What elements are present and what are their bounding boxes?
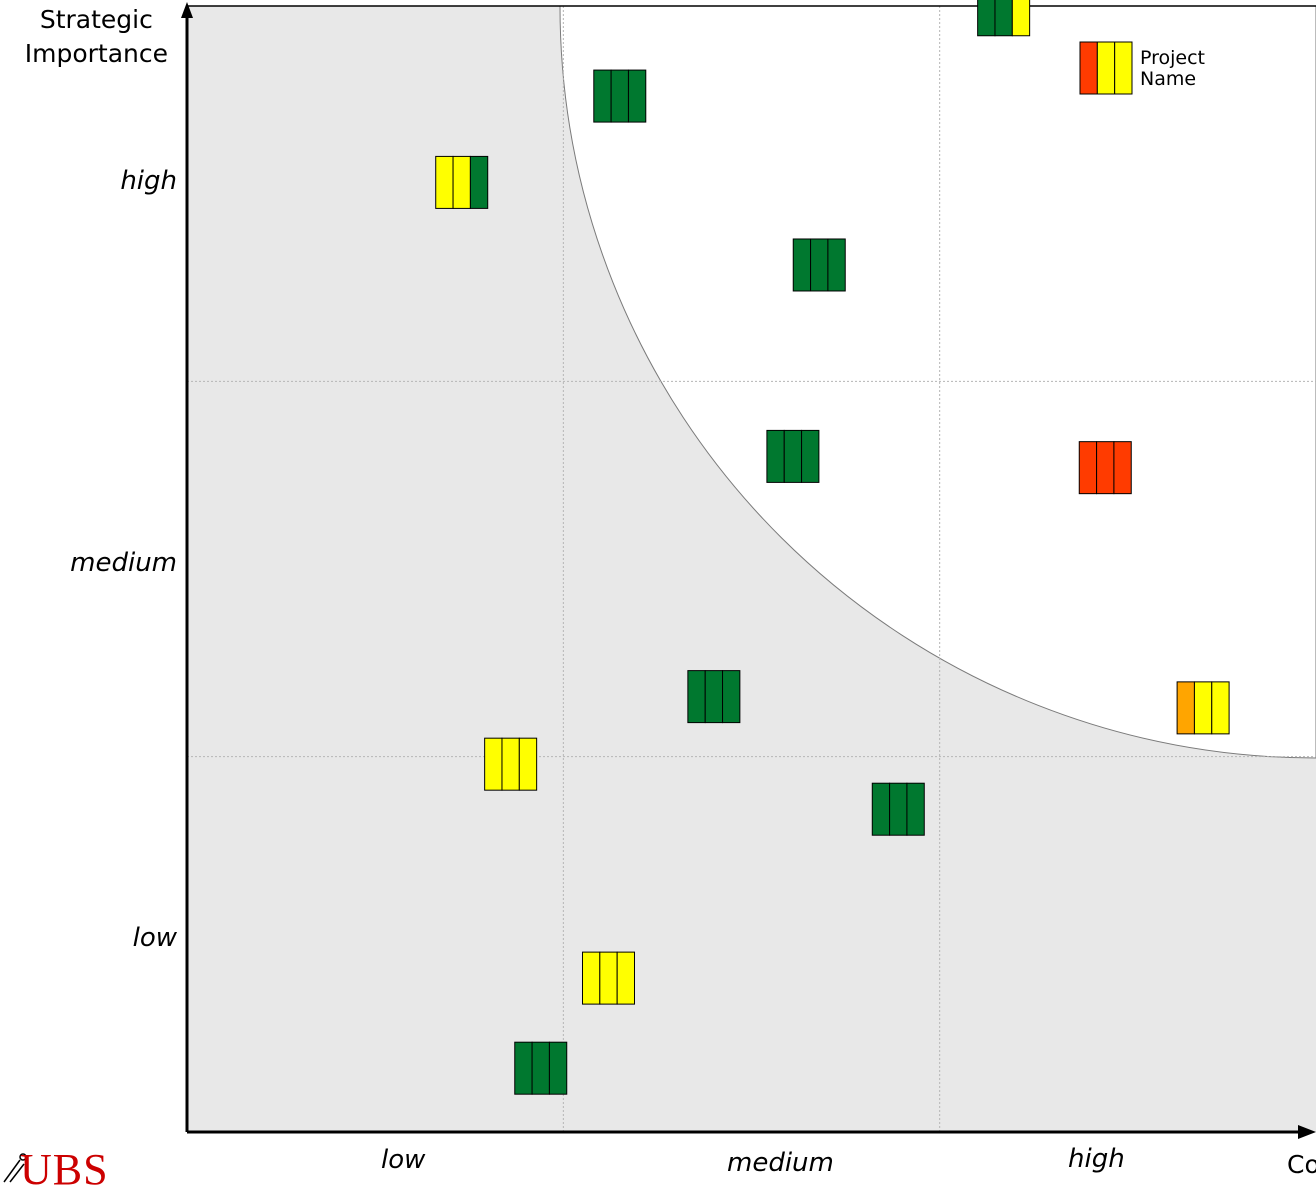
marker-segment <box>871 782 891 836</box>
x-tick-high: high <box>1068 1144 1125 1174</box>
x-tick-medium: medium <box>727 1148 834 1178</box>
legend-label-line2: Name <box>1140 68 1197 90</box>
marker-segment <box>889 782 908 836</box>
y-axis-title-line2: Importance <box>24 38 168 68</box>
y-tick-high: high <box>120 166 177 196</box>
x-axis-arrow-icon <box>1298 1125 1316 1139</box>
marker-segment <box>599 951 618 1005</box>
project-marker <box>435 155 489 209</box>
marker-segment <box>687 670 706 724</box>
marker-segment <box>994 0 1013 37</box>
marker-segment <box>1193 681 1213 735</box>
marker-segment <box>610 69 629 123</box>
y-axis-arrow-icon <box>181 2 193 18</box>
legend-marker <box>1079 41 1133 95</box>
project-marker <box>1176 681 1230 735</box>
project-marker <box>871 782 925 836</box>
marker-segment <box>484 737 503 791</box>
marker-segment <box>1011 0 1031 37</box>
marker-segment <box>531 1041 550 1095</box>
marker-segment <box>435 155 454 209</box>
marker-segment <box>1211 681 1230 735</box>
y-tick-medium: medium <box>70 548 177 578</box>
marker-segment <box>1113 441 1132 495</box>
marker-segment <box>469 155 489 209</box>
marker-segment <box>783 429 803 483</box>
project-marker <box>766 429 820 483</box>
marker-segment <box>581 951 601 1005</box>
marker-segment <box>810 238 829 292</box>
marker-segment <box>827 238 846 292</box>
marker-segment <box>501 737 520 791</box>
project-marker <box>977 0 1031 37</box>
legend-label-line1: Project <box>1140 47 1206 69</box>
project-marker <box>581 951 635 1005</box>
marker-segment <box>704 670 724 724</box>
marker-segment <box>452 155 471 209</box>
marker-segment <box>627 69 647 123</box>
project-markers <box>435 0 1230 1095</box>
marker-segment <box>766 429 785 483</box>
x-tick-low: low <box>381 1145 426 1175</box>
marker-segment <box>518 737 538 791</box>
marker-segment <box>593 69 612 123</box>
y-axis-title: Strategic Importance <box>25 3 168 71</box>
marker-segment <box>616 951 635 1005</box>
marker-segment <box>548 1041 568 1095</box>
legend-segment <box>1114 41 1133 95</box>
high-value-region <box>559 5 1316 759</box>
marker-segment <box>792 238 812 292</box>
logo-text: UBS <box>20 1145 109 1185</box>
project-marker <box>1078 441 1132 495</box>
grid-lines <box>187 5 1316 1132</box>
legend-segment <box>1096 41 1116 95</box>
project-marker <box>792 238 846 292</box>
marker-segment <box>722 670 741 724</box>
legend-label: Project Name <box>1140 48 1205 90</box>
marker-segment <box>1096 441 1115 495</box>
project-marker <box>687 670 741 724</box>
project-marker <box>484 737 538 791</box>
project-marker <box>514 1041 568 1095</box>
keys-emblem-icon <box>3 1153 27 1183</box>
y-tick-low: low <box>132 923 177 953</box>
marker-segment <box>801 429 820 483</box>
marker-segment <box>906 782 925 836</box>
legend-segment <box>1079 41 1098 95</box>
y-axis-title-line1: Strategic <box>39 5 153 34</box>
marker-segment <box>977 0 996 37</box>
marker-segment <box>514 1041 533 1095</box>
project-marker <box>593 69 647 123</box>
marker-segment <box>1176 681 1195 735</box>
marker-segment <box>1078 441 1098 495</box>
ubs-logo: UBS <box>0 1140 130 1185</box>
x-axis-title: Co <box>1287 1150 1316 1179</box>
axes <box>181 2 1316 1139</box>
